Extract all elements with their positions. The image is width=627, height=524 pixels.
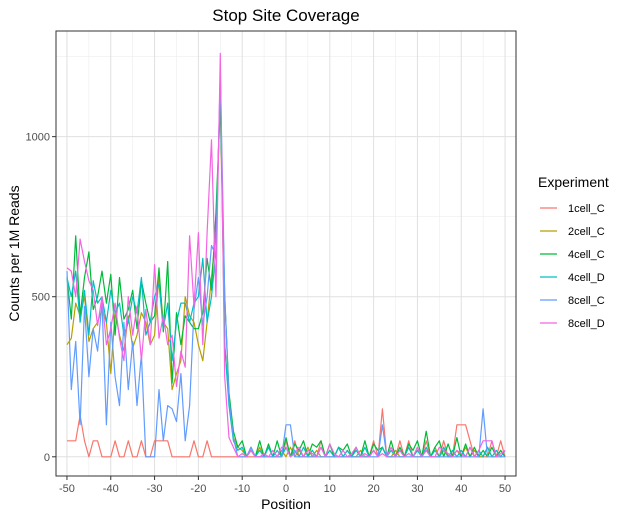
x-tick-label: -50 (59, 483, 75, 495)
x-tick-label: 0 (283, 483, 289, 495)
legend-label: 8cell_D (568, 318, 605, 330)
x-tick-label: 20 (367, 483, 379, 495)
legend: Experiment 1cell_C 2cell_C 4cell_C 4cell_D 8… (538, 174, 609, 330)
y-tick-label: 0 (44, 452, 50, 464)
legend-item: 4cell_C (540, 249, 605, 261)
major-grid (56, 31, 516, 476)
x-tick-label: -10 (234, 483, 250, 495)
x-tick-label: -20 (190, 483, 206, 495)
x-tick-label: 50 (499, 483, 511, 495)
legend-label: 4cell_D (568, 272, 605, 284)
x-tick-label: 10 (324, 483, 336, 495)
legend-label: 1cell_C (568, 203, 605, 215)
x-tick-label: 30 (411, 483, 423, 495)
y-tick-label: 1000 (26, 132, 50, 144)
x-tick-label: -30 (147, 483, 163, 495)
legend-item: 1cell_C (540, 203, 605, 215)
legend-label: 4cell_C (568, 249, 605, 261)
y-axis: 0 500 1000 (26, 132, 56, 464)
x-axis-label: Position (261, 496, 311, 512)
legend-label: 8cell_C (568, 295, 605, 307)
legend-title: Experiment (538, 174, 609, 190)
legend-item: 2cell_C (540, 226, 605, 238)
legend-item: 8cell_C (540, 295, 605, 307)
x-tick-label: -40 (103, 483, 119, 495)
legend-item: 4cell_D (540, 272, 605, 284)
series-line-8cell_D (66, 52, 506, 458)
x-tick-label: 40 (455, 483, 467, 495)
y-axis-label: Counts per 1M Reads (6, 185, 22, 321)
chart-title: Stop Site Coverage (212, 6, 359, 25)
legend-label: 2cell_C (568, 226, 605, 238)
legend-item: 8cell_D (540, 318, 605, 330)
series-line-4cell_C (66, 103, 506, 458)
x-axis: -50 -40 -30 -20 -10 0 10 20 30 40 50 (59, 476, 511, 495)
series-lines (66, 52, 506, 458)
y-tick-label: 500 (32, 292, 50, 304)
